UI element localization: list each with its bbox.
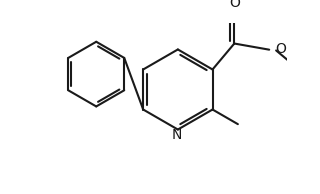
Text: O: O [229,0,240,10]
Text: O: O [275,42,286,56]
Text: N: N [172,128,182,142]
